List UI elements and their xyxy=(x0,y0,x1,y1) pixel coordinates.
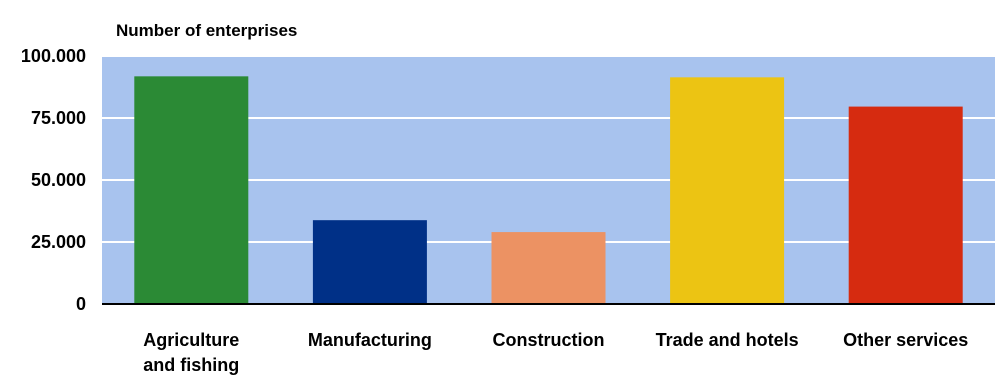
y-axis-label: Number of enterprises xyxy=(116,21,297,40)
bars xyxy=(134,76,963,304)
y-tick-label: 50.000 xyxy=(31,170,86,190)
grid-lines xyxy=(102,55,995,243)
x-category-label: Manufacturing xyxy=(308,330,432,350)
x-category-label: Trade and hotels xyxy=(656,330,799,350)
bar xyxy=(491,232,606,304)
y-tick-label: 25.000 xyxy=(31,232,86,252)
y-tick-labels: 0 25.000 50.000 75.000 100.000 xyxy=(21,46,86,314)
x-category-label: Agriculture and fishing xyxy=(143,330,239,375)
bar xyxy=(670,77,785,304)
x-category-label: Construction xyxy=(493,330,605,350)
x-category-labels: Agriculture and fishing Manufacturing Const… xyxy=(143,330,968,375)
y-tick-label: 0 xyxy=(76,294,86,314)
y-tick-label: 100.000 xyxy=(21,46,86,66)
bar xyxy=(848,106,963,304)
y-tick-label: 75.000 xyxy=(31,108,86,128)
x-category-label: Other services xyxy=(843,330,968,350)
bar xyxy=(312,220,427,304)
bar xyxy=(134,76,249,304)
